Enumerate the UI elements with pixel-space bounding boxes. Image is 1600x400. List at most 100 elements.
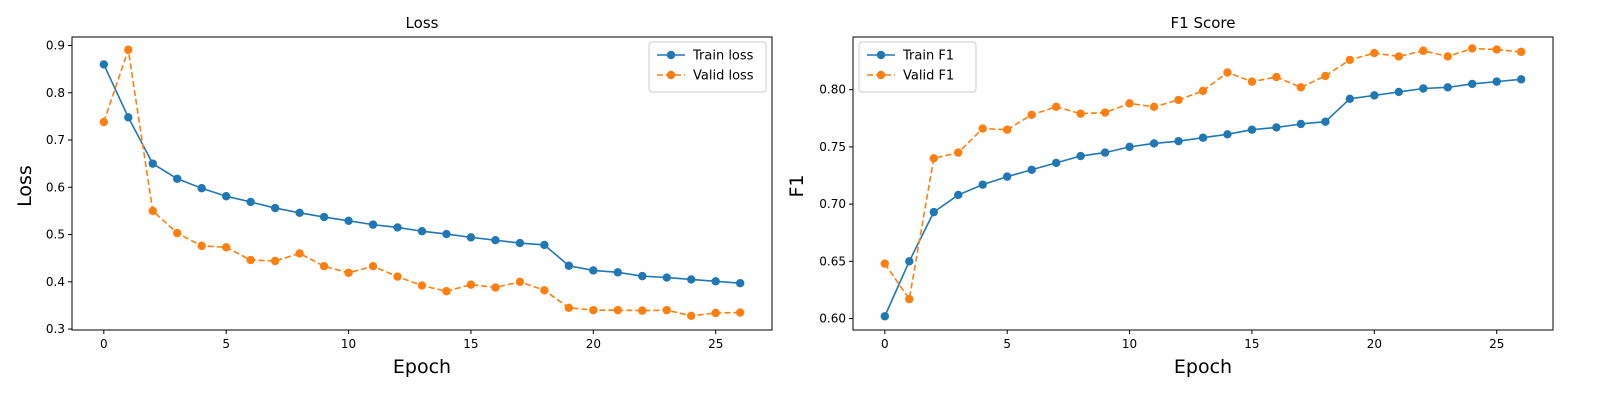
f1-train-f1-point	[1370, 91, 1379, 100]
f1-train-f1-point	[1002, 172, 1012, 181]
loss-train-loss-point	[638, 271, 647, 281]
loss-train-loss-point	[540, 240, 549, 250]
loss-legend-train-loss-marker	[666, 50, 676, 60]
f1-valid-f1-point	[1321, 71, 1330, 81]
loss-train-loss-point	[368, 220, 378, 229]
loss-panel: Loss Epoch Loss 0 5 10 15 20 25 0.3 0.4 0.5 0.6 0.…	[14, 14, 773, 378]
f1-train-f1-point	[978, 180, 987, 189]
f1-valid-f1-point	[1443, 52, 1452, 61]
loss-valid-loss-point	[99, 117, 109, 127]
loss-valid-loss-point	[711, 308, 720, 318]
f1-y-tick-label: 0.65	[819, 254, 846, 268]
loss-train-loss-point	[319, 212, 329, 222]
f1-x-axis-label: Epoch	[1174, 356, 1232, 378]
f1-train-f1-point	[954, 190, 963, 200]
f1-valid-f1-point	[1492, 45, 1501, 54]
loss-valid-loss-point	[466, 280, 476, 289]
f1-legend-train-f1-label: Train F1	[902, 49, 954, 64]
f1-x-tick-label: 10	[1122, 337, 1137, 351]
f1-train-f1-point	[1174, 136, 1183, 146]
loss-valid-loss-point	[197, 241, 206, 251]
f1-valid-f1-point	[880, 259, 890, 268]
f1-valid-f1-point	[1174, 95, 1183, 105]
f1-train-f1-point	[929, 207, 938, 217]
f1-valid-f1-point	[929, 154, 938, 163]
loss-axes-frame	[71, 36, 773, 331]
loss-train-loss-point	[417, 227, 427, 236]
loss-valid-loss-point	[662, 305, 671, 315]
loss-train-loss-point	[589, 266, 598, 275]
f1-train-f1-point	[1468, 79, 1477, 89]
f1-ticks: 0 5 10 15 20 25 0.60 0.65 0.70 0.75 0.80	[819, 83, 1504, 351]
f1-train-f1-point	[1345, 94, 1355, 104]
loss-valid-loss-point	[589, 305, 598, 315]
f1-train-f1-point	[1149, 139, 1159, 148]
loss-valid-loss-point	[344, 268, 353, 278]
f1-valid-f1-point	[1149, 102, 1159, 112]
f1-valid-f1-point	[1125, 99, 1134, 108]
loss-y-axis-label: Loss	[14, 165, 36, 207]
f1-train-f1-point	[1100, 148, 1110, 157]
f1-valid-f1-point	[1394, 52, 1404, 61]
loss-valid-loss-point	[270, 256, 280, 266]
loss-valid-loss-point	[221, 243, 231, 252]
f1-train-f1-point	[1247, 125, 1257, 134]
f1-valid-f1-point	[1468, 44, 1477, 53]
f1-valid-f1-point	[1100, 108, 1110, 117]
loss-train-loss-point	[442, 229, 451, 239]
f1-valid-f1-point	[978, 124, 987, 133]
loss-valid-loss-point	[319, 262, 329, 271]
loss-valid-loss-point	[148, 206, 157, 216]
f1-valid-f1-point	[905, 294, 914, 304]
f1-train-f1-point	[1027, 165, 1036, 174]
f1-train-f1-point	[1419, 84, 1428, 93]
f1-valid-f1-point	[1370, 48, 1379, 58]
f1-train-f1-point	[905, 257, 914, 266]
f1-train-f1-point	[1051, 158, 1061, 168]
loss-train-loss-point	[491, 236, 500, 245]
loss-train-loss-point	[344, 216, 353, 226]
f1-train-f1-point	[1443, 83, 1452, 92]
f1-train-f1-point	[1125, 142, 1134, 152]
loss-train-loss-point	[295, 208, 304, 217]
f1-panel: F1 Score Epoch F1 0 5 10 15 20 25 0.60 0.65 0.70…	[786, 14, 1554, 378]
loss-train-loss-point	[124, 113, 133, 122]
loss-valid-loss-point	[295, 249, 304, 258]
f1-valid-f1-point	[954, 148, 963, 157]
loss-y-tick-label: 0.4	[46, 275, 65, 289]
f1-valid-f1-point	[1419, 46, 1428, 55]
loss-valid-loss-point	[368, 262, 378, 271]
loss-legend-valid-loss-label: Valid loss	[693, 69, 754, 84]
f1-y-tick-label: 0.80	[819, 83, 846, 97]
loss-train-loss-point	[197, 184, 206, 193]
f1-valid-f1-line	[884, 47, 1522, 300]
loss-train-loss-point	[466, 233, 476, 242]
f1-x-tick-label: 0	[881, 337, 889, 351]
loss-x-tick-label: 25	[708, 337, 723, 351]
loss-valid-loss-point	[417, 281, 427, 290]
f1-valid-f1-point	[1051, 102, 1061, 112]
f1-legend-valid-f1-marker	[876, 70, 886, 80]
f1-legend: Train F1 Valid F1	[858, 41, 977, 93]
loss-train-loss-point	[564, 261, 574, 270]
f1-valid-f1-point	[1272, 72, 1281, 82]
f1-train-f1-point	[880, 312, 890, 321]
f1-train-f1-point	[1516, 75, 1526, 84]
f1-train-f1-point	[1321, 117, 1330, 126]
loss-train-loss-point	[515, 238, 525, 248]
f1-y-axis-label: F1	[786, 174, 808, 197]
loss-train-loss-point	[711, 277, 720, 286]
loss-valid-loss-point	[638, 306, 647, 315]
loss-legend-train-loss-label: Train loss	[692, 49, 754, 64]
f1-legend-valid-f1-label: Valid F1	[903, 69, 954, 84]
f1-y-tick-label: 0.75	[819, 140, 846, 154]
loss-train-loss-point	[99, 60, 109, 69]
loss-valid-loss-point	[735, 308, 745, 317]
loss-x-tick-label: 0	[100, 337, 108, 351]
loss-legend-valid-loss-marker	[666, 70, 676, 80]
loss-train-loss-point	[393, 223, 402, 232]
loss-valid-loss-point	[540, 286, 549, 295]
loss-valid-loss-point	[564, 303, 574, 312]
